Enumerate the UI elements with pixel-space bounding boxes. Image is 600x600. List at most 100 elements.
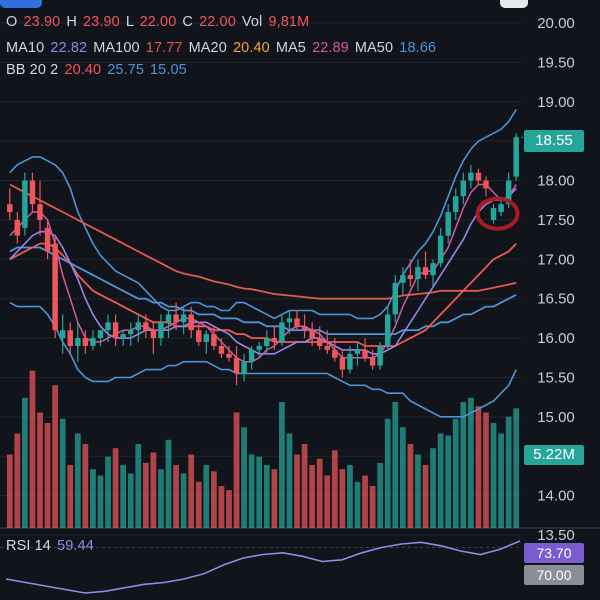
candle-body [445, 212, 451, 236]
candle-body [475, 172, 482, 181]
volume-bar [498, 433, 504, 528]
candle-body [59, 330, 66, 339]
ma-value-4: 18.66 [399, 40, 437, 56]
candle-body [112, 322, 119, 339]
bb-value-0: 20.40 [64, 62, 102, 78]
candle-body [264, 338, 270, 346]
volume-bar [324, 475, 331, 528]
y-tick-label: 19.00 [537, 94, 575, 111]
ma-label-1: MA100 [93, 40, 144, 56]
candle-body [377, 345, 383, 366]
volume-bar [415, 454, 421, 528]
candle-body [256, 345, 262, 350]
candle-body [286, 318, 293, 323]
volume-bar [347, 465, 353, 528]
volume-bar [165, 439, 172, 528]
rsi-value: 59.44 [57, 538, 94, 554]
candle-body [105, 322, 111, 331]
y-tick-label: 13.50 [537, 527, 575, 544]
candle-body [158, 322, 164, 339]
ohlc-label-3: C [182, 14, 198, 30]
top-tab-indicator[interactable] [0, 0, 42, 8]
ma-label-0: MA10 [6, 40, 49, 56]
top-right-button[interactable] [500, 0, 528, 8]
volume-bar [248, 454, 255, 528]
y-tick-label: 19.50 [537, 54, 575, 71]
candle-body [180, 314, 187, 323]
y-tick-label: 16.50 [537, 291, 575, 308]
rsi-tag-overbought: 70.00 [524, 565, 584, 585]
ohlc-value-3: 22.00 [199, 14, 236, 30]
volume-bar [392, 402, 399, 528]
candle-body [165, 314, 172, 323]
candle-body [332, 349, 338, 358]
candle-body [498, 204, 504, 213]
volume-bar [354, 481, 361, 528]
volume-bar [6, 454, 13, 528]
volume-bar [82, 444, 89, 528]
y-tick-label: 15.00 [537, 409, 575, 426]
ma100-line [9, 183, 517, 300]
candle-body [196, 330, 202, 343]
volume-bar [263, 465, 270, 528]
candle-body [309, 330, 315, 339]
candle-body [316, 338, 323, 346]
ohlc-value-0: 23.90 [23, 14, 61, 30]
candle-body [75, 338, 81, 346]
candle-body [468, 172, 474, 181]
volume-tag: 5.22M [524, 445, 584, 465]
volume-bar [67, 465, 74, 528]
candle-body [143, 322, 149, 331]
candle-body [430, 263, 436, 276]
candle-body [135, 322, 142, 331]
volume-bar [142, 462, 149, 528]
candle-body [362, 349, 368, 358]
volume-bar [422, 465, 429, 528]
volume-bar [195, 481, 202, 528]
volume-bar [158, 469, 164, 528]
volume-bar [475, 406, 482, 528]
candle-body [490, 208, 497, 220]
y-tick-label: 14.00 [537, 488, 575, 505]
volume-bar [218, 486, 225, 528]
volume-bar [226, 490, 232, 528]
volume-bar [135, 444, 142, 528]
volume-bar [173, 465, 179, 528]
bb-value-1: 25.75 [107, 62, 145, 78]
ohlc-label-2: L [125, 14, 138, 30]
volume-bar [339, 469, 346, 528]
candle-body [52, 243, 58, 331]
candle-body [271, 338, 278, 343]
candle-body [226, 353, 232, 358]
ma-label-2: MA20 [188, 40, 232, 56]
y-tick-label: 17.00 [537, 251, 575, 268]
volume-bar [452, 418, 459, 528]
volume-bar [460, 402, 467, 528]
candle-body [173, 314, 179, 323]
volume-bar [316, 458, 323, 528]
rsi-header: RSI 14 59.44 [6, 538, 96, 554]
ma-value-1: 17.77 [145, 40, 183, 56]
candle-body [44, 227, 51, 252]
volume-bar [150, 452, 157, 528]
volume-bar [14, 433, 21, 528]
ohlc-value-4: 9,81M [268, 14, 310, 30]
y-tick-label: 20.00 [537, 15, 575, 32]
candle-body [37, 204, 43, 220]
ohlc-value-2: 22.00 [139, 14, 177, 30]
candle-body [505, 180, 512, 205]
candle-body [203, 334, 210, 343]
volume-bar [279, 402, 285, 528]
volume-bar [369, 486, 376, 528]
ma-label-4: MA50 [354, 40, 398, 56]
volume-bar [37, 412, 43, 528]
candle-body [437, 235, 444, 264]
candle-body [422, 267, 429, 276]
volume-bar [188, 454, 195, 528]
candle-body [67, 330, 73, 346]
volume-bar [483, 412, 489, 528]
volume-bar [505, 416, 512, 528]
candle-body [453, 196, 459, 213]
volume-bar [399, 427, 406, 528]
